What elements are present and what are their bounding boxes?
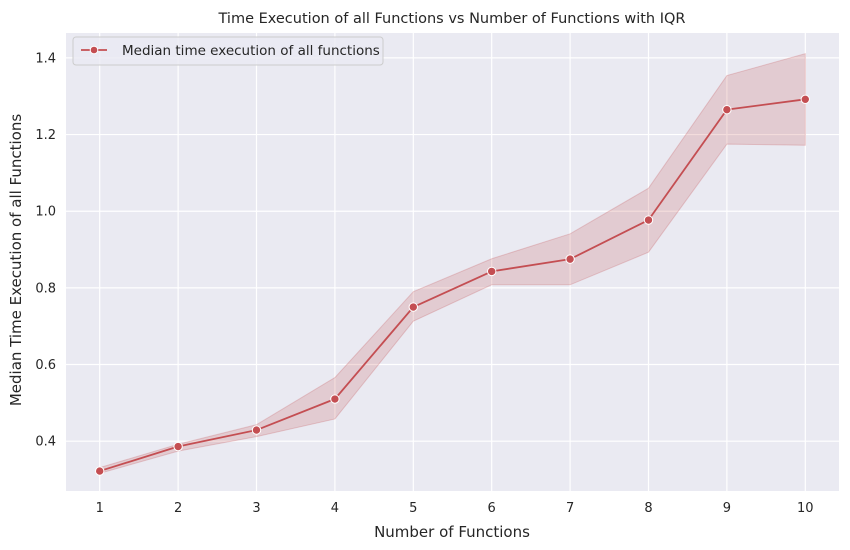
iqr-band-layer: [99, 53, 806, 475]
data-point-marker: [251, 425, 262, 435]
y-axis-label: Median Time Execution of all Functions: [7, 114, 25, 407]
legend: Median time execution of all functions: [72, 36, 384, 66]
legend-entry-label: Median time execution of all functions: [122, 43, 380, 59]
data-point-marker: [408, 302, 419, 312]
x-tick-label: 3: [252, 501, 260, 516]
legend-marker-swatch: [89, 45, 99, 55]
y-tick-label: 1.2: [35, 128, 56, 143]
series-line-layer: [99, 98, 806, 472]
y-tick-label: 0.6: [35, 358, 56, 373]
y-tick-label: 0.4: [35, 435, 56, 450]
data-point-marker: [173, 441, 183, 452]
data-point-marker: [95, 466, 105, 476]
y-tick-label: 0.8: [35, 281, 56, 296]
x-tick-label: 5: [409, 501, 417, 516]
legend-box: [72, 36, 384, 66]
data-point-marker: [330, 394, 340, 404]
marker-layer: [95, 94, 810, 476]
y-tick-label: 1.4: [35, 51, 56, 66]
x-tick-label: 4: [331, 501, 339, 516]
x-tick-label: 10: [797, 501, 814, 516]
data-point-marker: [565, 254, 575, 264]
x-tick-label: 8: [644, 501, 652, 516]
data-point-marker: [722, 104, 732, 115]
y-tick-label: 1.0: [35, 205, 56, 220]
chart-title: Time Execution of all Functions vs Numbe…: [218, 11, 686, 27]
x-tick-label: 7: [566, 501, 574, 516]
median-series-line: [99, 98, 806, 472]
x-tick-label: 9: [723, 501, 731, 516]
x-axis-label: Number of Functions: [374, 523, 530, 541]
iqr-band: [99, 53, 806, 475]
data-point-marker: [643, 215, 654, 225]
x-tick-label: 2: [174, 501, 182, 516]
data-point-marker: [800, 94, 810, 105]
x-tick-label: 6: [488, 501, 496, 516]
x-tick-label: 1: [96, 501, 104, 516]
plot-background: [66, 33, 839, 491]
tick-labels: 1 2 3 4 5 6 7 8 9 10 0.4 0.6 0.8 1.0 1.2 1.4: [35, 51, 813, 516]
data-point-marker: [486, 266, 497, 277]
